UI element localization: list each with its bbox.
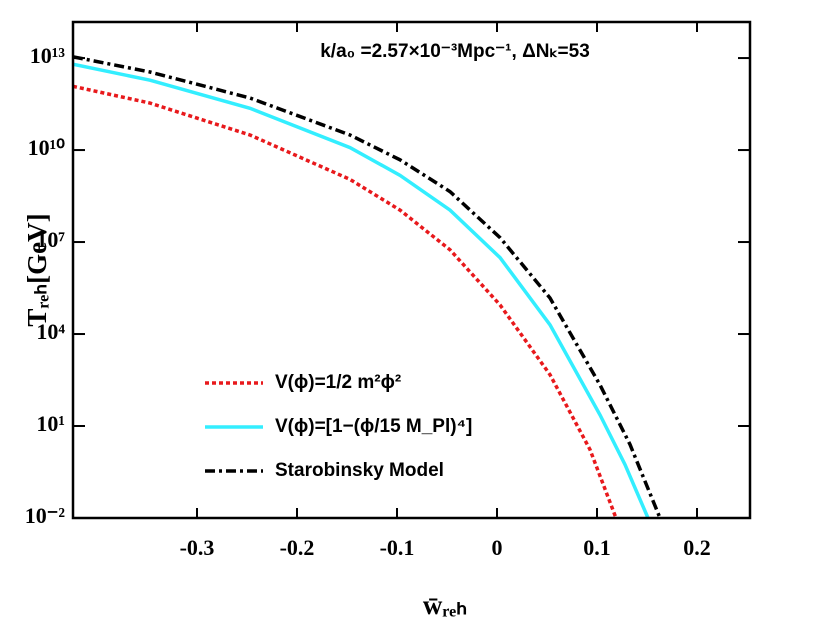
x-tick-label: -0.1 [380, 535, 415, 560]
series-line [73, 62, 650, 518]
series-line [73, 84, 618, 518]
y-tick-label: 10¹³ [30, 43, 66, 68]
y-axis-label: Tᵣₑₕ[GeV] [22, 213, 52, 326]
series-line [73, 55, 662, 518]
y-tick-label: 10⁷ [36, 227, 65, 252]
annotation: k/a₀ =2.57×10⁻³Mpc⁻¹, ΔNₖ=53 [320, 41, 590, 62]
y-tick-label: 10⁻² [25, 503, 66, 528]
x-tick-label: 0.1 [583, 535, 611, 560]
y-tick-label: 10¹ [36, 411, 65, 436]
x-tick-label: -0.3 [180, 535, 215, 560]
legend-label: V(ϕ)=1/2 m²ϕ² [275, 372, 401, 393]
x-tick-label: -0.2 [280, 535, 315, 560]
legend-label: Starobinsky Model [275, 460, 444, 481]
y-tick-label: 10¹⁰ [28, 135, 66, 160]
y-tick-label: 10⁴ [36, 319, 65, 344]
x-tick-label: 0 [492, 535, 503, 560]
x-tick-label: 0.2 [683, 535, 711, 560]
legend-label: V(ϕ)=[1−(ϕ/15 M_Pl)⁴] [275, 416, 472, 437]
x-axis-label: w̄ᵣₑₕ [423, 590, 467, 620]
plot-frame [71, 20, 752, 520]
